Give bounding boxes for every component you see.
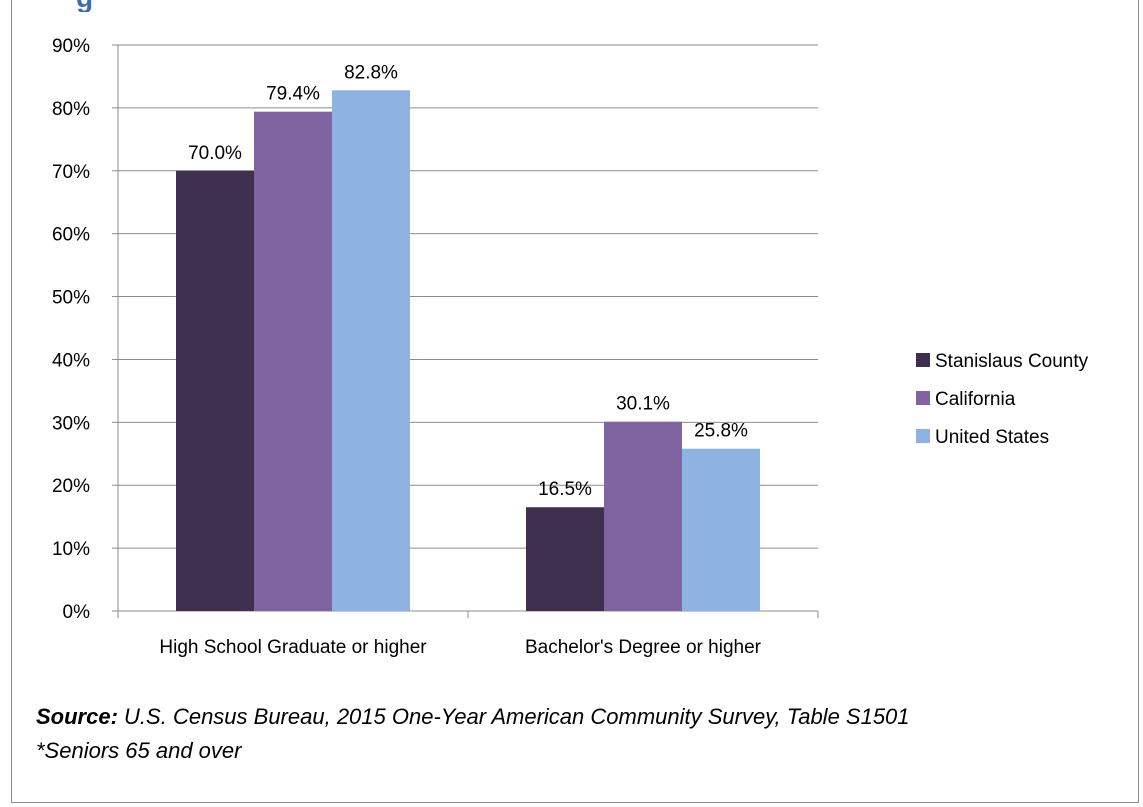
source-note: Source: U.S. Census Bureau, 2015 One-Yea… — [36, 700, 1116, 768]
legend-swatch — [916, 353, 930, 367]
y-tick-label: 20% — [52, 476, 90, 497]
source-text: U.S. Census Bureau, 2015 One-Year Americ… — [124, 704, 910, 729]
legend-swatch — [916, 429, 930, 443]
seniors-note: *Seniors 65 and over — [36, 738, 242, 763]
bar — [332, 90, 410, 611]
chart-frame — [11, 0, 1139, 803]
bar — [254, 111, 332, 611]
data-label: 16.5% — [538, 479, 592, 500]
y-tick-label: 70% — [52, 162, 90, 183]
clipped-title-text: g — [76, 0, 93, 12]
data-label: 82.8% — [344, 62, 398, 83]
y-tick-label: 60% — [52, 225, 90, 246]
source-label: Source: — [36, 704, 118, 729]
legend-label: California — [935, 389, 1016, 410]
legend-label: Stanislaus County — [935, 351, 1089, 372]
data-label: 30.1% — [616, 394, 670, 415]
category-label: Bachelor's Degree or higher — [525, 637, 762, 658]
bar — [682, 448, 760, 611]
legend-swatch — [916, 391, 930, 405]
y-tick-label: 10% — [52, 539, 90, 560]
y-tick-label: 0% — [63, 602, 91, 623]
bar — [604, 421, 682, 611]
source-line: Source: U.S. Census Bureau, 2015 One-Yea… — [36, 700, 1116, 734]
legend-label: United States — [935, 427, 1049, 448]
bar — [526, 507, 604, 611]
category-label: High School Graduate or higher — [159, 637, 427, 658]
data-label: 25.8% — [694, 421, 748, 442]
bar-chart: 0% 10% 20% 30% 40% 50% 60% 70% 80% 90% 70.0% 79.4% 8… — [52, 36, 1089, 658]
y-tick-label: 80% — [52, 99, 90, 120]
data-label: 79.4% — [266, 84, 320, 105]
clipped-title: g — [12, 0, 172, 12]
y-tick-label: 40% — [52, 350, 90, 371]
bar — [176, 170, 254, 611]
data-label: 70.0% — [188, 143, 242, 164]
y-tick-label: 30% — [52, 413, 90, 434]
y-tick-label: 50% — [52, 288, 90, 309]
y-tick-label: 90% — [52, 36, 90, 57]
